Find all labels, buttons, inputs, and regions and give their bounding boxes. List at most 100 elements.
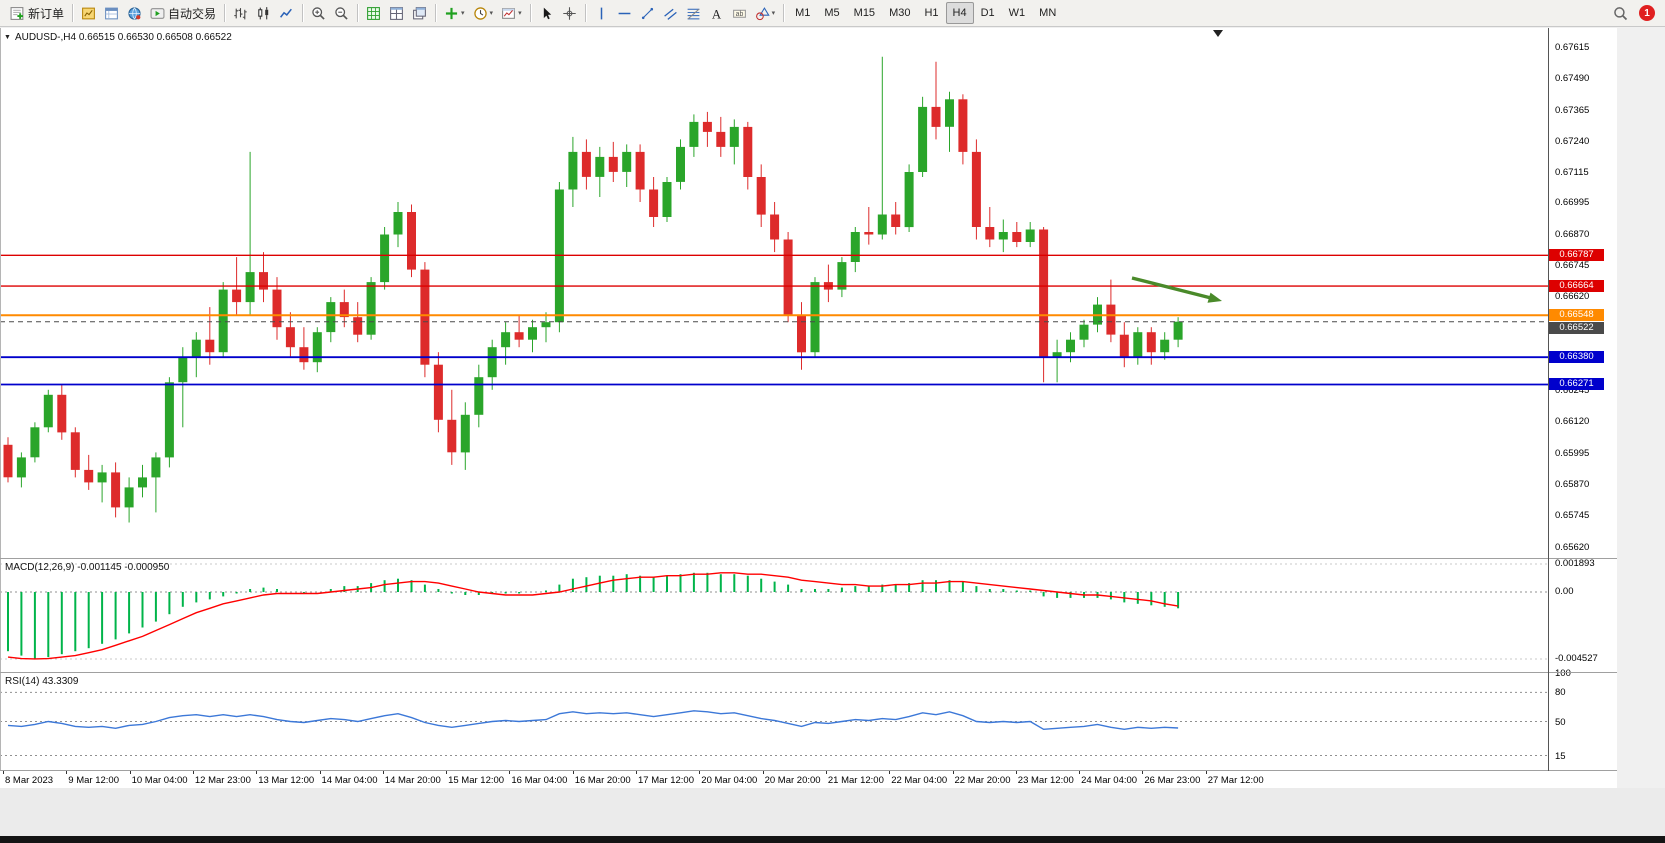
cursor-button[interactable] xyxy=(535,2,558,24)
search-button[interactable] xyxy=(1609,2,1632,24)
rsi-label: RSI(14) 43.3309 xyxy=(5,676,79,687)
vertical-line-button[interactable] xyxy=(590,2,613,24)
timeframe-h4[interactable]: H4 xyxy=(945,2,974,24)
time-label: 26 Mar 23:00 xyxy=(1144,775,1201,786)
shapes-icon xyxy=(755,6,770,21)
navigator-button[interactable] xyxy=(123,2,146,24)
toolbar-separator xyxy=(357,4,359,22)
rsi-axis-label: 15 xyxy=(1555,750,1566,762)
new-order-button[interactable]: 新订单 xyxy=(6,2,68,24)
candlestick-icon xyxy=(256,6,271,21)
time-tick xyxy=(699,771,701,774)
add-indicator-button[interactable]: ▾ xyxy=(440,2,469,24)
time-tick xyxy=(762,771,764,774)
timeframe-m5-label: M5 xyxy=(824,7,840,19)
price-badge: 0.66548 xyxy=(1549,308,1604,321)
time-axis[interactable]: 8 Mar 2023 9 Mar 12:00 10 Mar 04:00 12 Mar … xyxy=(0,771,1617,788)
candlestick-chart[interactable] xyxy=(0,28,1548,558)
toolbar-separator xyxy=(584,4,586,22)
timeframe-m5[interactable]: M5 xyxy=(817,2,846,24)
zoom-out-button[interactable] xyxy=(330,2,353,24)
time-tick xyxy=(1205,771,1207,774)
time-tick xyxy=(952,771,954,774)
hline-icon xyxy=(617,6,632,21)
price-tick: 0.65995 xyxy=(1555,447,1590,459)
price-tick: 0.65745 xyxy=(1555,510,1590,522)
rsi-axis-label: 50 xyxy=(1555,716,1566,728)
one-click-trading-arrow-icon[interactable]: ▼ xyxy=(4,34,11,41)
window-left-edge xyxy=(0,28,1,771)
tile-windows-button[interactable] xyxy=(385,2,408,24)
bar-chart-icon xyxy=(233,6,248,21)
price-tick: 0.67490 xyxy=(1555,73,1590,85)
panel-separator[interactable] xyxy=(0,672,1617,673)
green-arrow-annotation[interactable] xyxy=(1131,276,1222,303)
market-watch-button[interactable] xyxy=(77,2,100,24)
macd-signal-line xyxy=(7,572,1179,660)
time-label: 14 Mar 20:00 xyxy=(384,775,441,786)
dropdown-arrow-icon: ▾ xyxy=(518,10,522,17)
timeframe-h1-label: H1 xyxy=(924,7,939,19)
time-tick xyxy=(256,771,258,774)
trendline-button[interactable] xyxy=(636,2,659,24)
price-tick: 0.66870 xyxy=(1555,228,1590,240)
data-window-button[interactable] xyxy=(100,2,123,24)
time-tick xyxy=(889,771,891,774)
text-button[interactable]: A xyxy=(705,2,728,24)
time-label: 12 Mar 23:00 xyxy=(194,775,251,786)
timeframe-m30[interactable]: M30 xyxy=(882,2,917,24)
periods-button[interactable]: ▾ xyxy=(469,2,498,24)
price-tick: 0.67365 xyxy=(1555,104,1590,116)
timeframe-h1[interactable]: H1 xyxy=(917,2,945,24)
price-tick: 0.66620 xyxy=(1555,291,1590,303)
arrows-button[interactable]: ▾ xyxy=(751,2,780,24)
timeframe-mn[interactable]: MN xyxy=(1032,2,1063,24)
macd-indicator[interactable] xyxy=(0,559,1548,672)
timeframe-m1[interactable]: M1 xyxy=(788,2,817,24)
crosshair-icon xyxy=(562,6,577,21)
horizontal-line-button[interactable] xyxy=(613,2,636,24)
autotrading-button[interactable]: 自动交易 xyxy=(146,2,220,24)
chart-title: ▼ AUDUSD-,H4 0.66515 0.66530 0.66508 0.6… xyxy=(4,32,232,43)
notification-badge[interactable]: 1 xyxy=(1639,5,1655,21)
chart-window[interactable]: ▼ AUDUSD-,H4 0.66515 0.66530 0.66508 0.6… xyxy=(0,28,1665,843)
new-order-button-label: 新订单 xyxy=(28,6,65,21)
price-tick: 0.65870 xyxy=(1555,478,1590,490)
price-badge: 0.66380 xyxy=(1549,350,1604,363)
timeframe-m15[interactable]: M15 xyxy=(847,2,882,24)
autotrading-button-label: 自动交易 xyxy=(168,6,217,21)
cascade-windows-button[interactable] xyxy=(408,2,431,24)
zoom-out-icon xyxy=(334,6,349,21)
search-icon xyxy=(1613,6,1628,21)
price-tick: 0.65620 xyxy=(1555,541,1590,553)
bar-chart-button[interactable] xyxy=(229,2,252,24)
equidistant-channel-button[interactable] xyxy=(659,2,682,24)
time-label: 13 Mar 12:00 xyxy=(258,775,315,786)
new-chart-button[interactable] xyxy=(362,2,385,24)
bottom-strip xyxy=(0,788,1665,836)
time-label: 20 Mar 20:00 xyxy=(764,775,821,786)
text-label-button[interactable]: ab xyxy=(728,2,751,24)
timeframe-w1[interactable]: W1 xyxy=(1002,2,1033,24)
line-chart-button[interactable] xyxy=(275,2,298,24)
toolbar-right: 1 xyxy=(1609,2,1659,24)
chart-shift-marker-icon xyxy=(1213,30,1223,37)
zoom-in-button[interactable] xyxy=(307,2,330,24)
rsi-indicator[interactable] xyxy=(0,673,1548,770)
time-tick xyxy=(446,771,448,774)
globe-icon xyxy=(127,6,142,21)
templates-button[interactable]: ▾ xyxy=(497,2,526,24)
fibonacci-button[interactable] xyxy=(682,2,705,24)
crosshair-button[interactable] xyxy=(558,2,581,24)
timeframe-d1[interactable]: D1 xyxy=(974,2,1002,24)
candles-layer xyxy=(3,56,1183,523)
panel-separator[interactable] xyxy=(0,558,1617,559)
toolbar-separator xyxy=(72,4,74,22)
timeframe-m15-label: M15 xyxy=(853,7,876,19)
price-axis[interactable]: 0.67615 0.67490 0.67365 0.67240 0.67115 0.669… xyxy=(1549,28,1617,771)
candlestick-button[interactable] xyxy=(252,2,275,24)
template-icon xyxy=(501,6,516,21)
time-tick xyxy=(636,771,637,774)
